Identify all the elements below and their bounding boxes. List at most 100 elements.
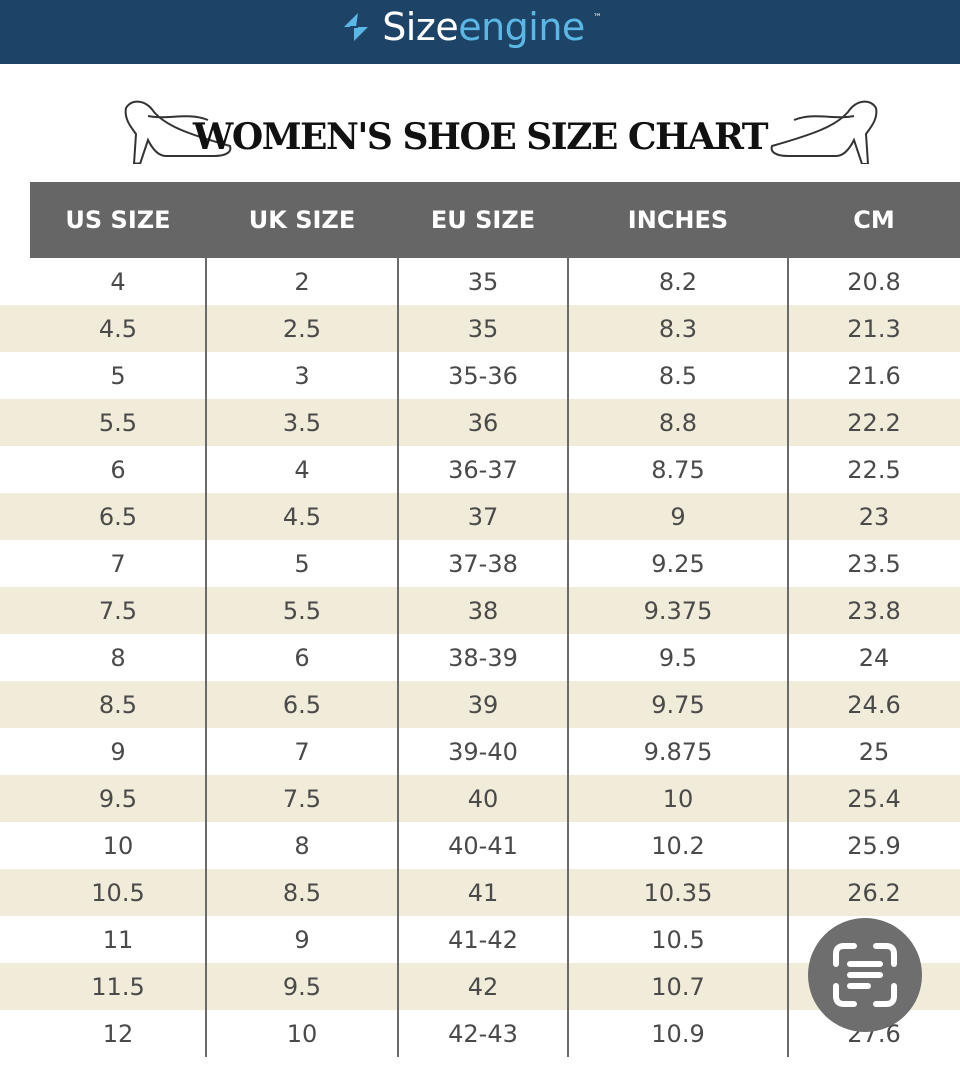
inches-cell: 9 — [670, 502, 686, 531]
table-row: 9 7 39-40 9.875 25 — [30, 728, 960, 775]
us-size-cell: 6.5 — [98, 502, 138, 531]
us-size-cell: 11 — [102, 925, 134, 954]
uk-size-cell: 7 — [294, 737, 310, 766]
text-scan-button[interactable] — [808, 918, 922, 1032]
inches-cell: 8.75 — [651, 455, 705, 484]
cm-cell: 23.5 — [847, 549, 901, 578]
inches-cell: 8.5 — [658, 361, 698, 390]
table-body: 4 2 3 5 8.2 20.8 4.5 2.5 35 8.3 21.3 5 3 35-36 8.5 21.6… — [0, 258, 960, 1057]
brand-name-part2: engine — [458, 5, 585, 49]
table-row: 8 6 38-39 9.5 24 — [30, 634, 960, 681]
eu-size-cell: 40 — [467, 784, 499, 813]
inches-cell: 8.8 — [658, 408, 698, 437]
eu-size-cell: 37 — [467, 502, 499, 531]
uk-size-cell: 2.5 — [282, 314, 322, 343]
brand-name-part1: Size — [382, 5, 459, 49]
brand-logo: Sizeengine ™ — [338, 5, 602, 49]
us-size-cell: 4.5 — [98, 314, 138, 343]
eu-size-cell: 41 — [467, 878, 499, 907]
table-row: 10 8 40-41 10.2 25.9 — [30, 822, 960, 869]
us-size-cell: 12 — [102, 1019, 134, 1048]
inches-cell: 9.75 — [651, 690, 705, 719]
table-row: 4 2 35 8.2 20.8 — [30, 258, 960, 305]
table-row: 5 3 35-36 8.5 21.6 — [30, 352, 960, 399]
us-size-cell: 7.5 — [98, 596, 138, 625]
inches-cell: 8.3 — [658, 314, 698, 343]
cm-cell: 24.6 — [847, 690, 901, 719]
uk-size-cell: 7.5 — [282, 784, 322, 813]
high-heel-shoe-icon — [770, 100, 878, 164]
uk-size-cell: 4 — [294, 455, 310, 484]
cm-cell: 25 — [858, 737, 890, 766]
inches-cell: 10.5 — [651, 925, 705, 954]
eu-size-cell: 35 — [467, 267, 499, 296]
cm-cell: 22.5 — [847, 455, 901, 484]
cm-cell: 26.2 — [847, 878, 901, 907]
cm-cell: 20.8 — [847, 267, 901, 296]
cm-cell: 21.3 — [847, 314, 901, 343]
us-size-cell: 8 — [110, 643, 126, 672]
cm-cell: 25.9 — [847, 831, 901, 860]
eu-size-cell: 37-38 — [448, 549, 518, 578]
us-size-cell: 8.5 — [98, 690, 138, 719]
inches-cell: 9.25 — [651, 549, 705, 578]
eu-size-cell: 36-37 — [448, 455, 518, 484]
us-size-cell: 5 — [110, 361, 126, 390]
inches-cell: 10.35 — [643, 878, 713, 907]
eu-size-cell: 39-40 — [448, 737, 518, 766]
page-title: WOMEN'S SHOE SIZE CHART — [192, 116, 769, 158]
table-row: 12 10 42-43 10.9 27.6 — [30, 1010, 960, 1057]
text-scan-icon — [833, 943, 897, 1007]
size-chart-table: US SIZE UK SIZE EU SIZE INCHES CM 4 2 35 8.… — [0, 182, 960, 1057]
cm-cell: 23 — [858, 502, 890, 531]
cm-cell: 23.8 — [847, 596, 901, 625]
inches-cell: 9.875 — [643, 737, 713, 766]
table-row: 7 5 37-38 9.25 23.5 — [30, 540, 960, 587]
eu-size-cell: 38-39 — [448, 643, 518, 672]
eu-size-cell: 39 — [467, 690, 499, 719]
us-size-cell: 11.5 — [91, 972, 145, 1001]
table-row: 6 4 36-37 8.75 22.5 — [30, 446, 960, 493]
table-row: 4.5 2.5 35 8.3 21.3 — [0, 305, 960, 352]
uk-size-cell: 9 — [294, 925, 310, 954]
column-header-inches: INCHES — [627, 206, 729, 234]
chart-title-row: WOMEN'S SHOE SIZE CHART — [0, 80, 960, 180]
column-divider — [205, 258, 207, 1057]
uk-size-cell: 5.5 — [282, 596, 322, 625]
table-row: 11.5 9.5 42 10.7 — [0, 963, 960, 1010]
uk-size-cell: 5 — [294, 549, 310, 578]
inches-cell: 9.5 — [658, 643, 698, 672]
eu-size-cell: 35-36 — [448, 361, 518, 390]
column-header-us-size: US SIZE — [65, 206, 171, 234]
column-header-uk-size: UK SIZE — [248, 206, 356, 234]
uk-size-cell: 10 — [286, 1019, 318, 1048]
high-heel-shoe-icon — [124, 100, 232, 164]
cm-cell: 25.4 — [847, 784, 901, 813]
column-divider — [397, 258, 399, 1057]
eu-size-cell: 42 — [467, 972, 499, 1001]
us-size-cell: 5.5 — [98, 408, 138, 437]
table-row: 10.5 8.5 41 10.35 26.2 — [0, 869, 960, 916]
eu-size-cell: 40-41 — [448, 831, 518, 860]
cm-cell: 22.2 — [847, 408, 901, 437]
brand-header: Sizeengine ™ — [0, 0, 960, 64]
trademark-symbol: ™ — [592, 13, 602, 23]
column-divider — [567, 258, 569, 1057]
table-row: 6.5 4.5 37 9 23 — [0, 493, 960, 540]
cm-cell: 21.6 — [847, 361, 901, 390]
inches-cell: 10.9 — [651, 1019, 705, 1048]
table-row: 7.5 5.5 38 9.375 23.8 — [0, 587, 960, 634]
uk-size-cell: 3 — [294, 361, 310, 390]
uk-size-cell: 2 — [294, 267, 310, 296]
inches-cell: 10.7 — [651, 972, 705, 1001]
inches-cell: 10.2 — [651, 831, 705, 860]
table-row: 5.5 3.5 36 8.8 22.2 — [0, 399, 960, 446]
uk-size-cell: 8 — [294, 831, 310, 860]
table-row: 8.5 6.5 39 9.75 24.6 — [0, 681, 960, 728]
inches-cell: 8.2 — [658, 267, 698, 296]
uk-size-cell: 9.5 — [282, 972, 322, 1001]
inches-cell: 9.375 — [643, 596, 713, 625]
eu-size-cell: 36 — [467, 408, 499, 437]
cm-cell: 24 — [858, 643, 890, 672]
column-header-eu-size: EU SIZE — [430, 206, 536, 234]
